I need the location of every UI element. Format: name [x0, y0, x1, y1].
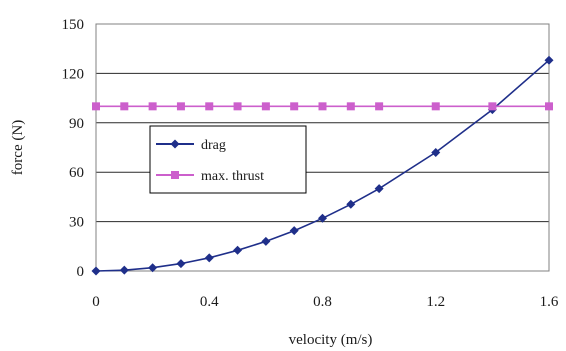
data-point-drag: [119, 265, 129, 275]
x-tick-label: 1.2: [426, 294, 445, 310]
data-point-drag: [289, 226, 299, 236]
legend-label-drag: drag: [201, 138, 226, 153]
data-point-max-thrust: [148, 102, 157, 111]
legend: drag max. thrust: [149, 125, 307, 194]
legend-box: [149, 125, 307, 194]
series-max-thrust: [92, 102, 553, 111]
series-drag: [91, 55, 554, 276]
data-point-max-thrust: [92, 102, 100, 111]
data-point-max-thrust: [261, 102, 270, 111]
data-point-max-thrust: [205, 102, 214, 111]
y-tick-label: 120: [62, 66, 85, 82]
data-point-drag: [204, 253, 214, 263]
x-tick-label: 0.8: [313, 294, 332, 310]
x-axis-label: velocity (m/s): [289, 332, 373, 348]
data-point-max-thrust: [176, 102, 185, 111]
x-tick-label: 1.6: [540, 294, 559, 310]
legend-marker-drag: [170, 139, 180, 149]
x-tick-label: 0: [92, 294, 100, 310]
data-point-drag: [346, 199, 356, 209]
data-point-max-thrust: [290, 102, 299, 111]
data-point-drag: [148, 263, 158, 273]
y-tick-label: 60: [69, 165, 84, 181]
data-point-drag: [544, 55, 554, 65]
legend-marker-max-thrust: [171, 171, 179, 179]
data-point-max-thrust: [120, 102, 129, 111]
y-axis-label: force (N): [10, 120, 26, 175]
data-point-drag: [374, 184, 384, 194]
data-point-max-thrust: [545, 102, 553, 111]
data-point-drag: [431, 147, 441, 157]
data-point-max-thrust: [346, 102, 355, 111]
data-point-drag: [318, 213, 327, 223]
data-point-drag: [233, 245, 243, 255]
y-tick-label: 30: [69, 215, 84, 231]
tick-labels: 0 30 60 90 120 150 0 0.4 0.8 1.2 1.6: [62, 17, 559, 310]
plot-area: [95, 23, 550, 272]
y-tick-label: 90: [69, 116, 84, 132]
legend-label-max-thrust: max. thrust: [201, 169, 264, 184]
legend-entry-drag: drag: [156, 138, 226, 153]
data-point-max-thrust: [318, 102, 327, 111]
x-tick-label: 0.4: [200, 294, 219, 310]
data-point-drag: [261, 236, 271, 246]
data-point-drag: [91, 266, 101, 276]
data-point-max-thrust: [375, 102, 384, 111]
data-point-max-thrust: [488, 102, 497, 111]
data-point-drag: [176, 259, 186, 269]
y-tick-label: 150: [62, 17, 85, 33]
data-point-max-thrust: [431, 102, 440, 111]
legend-entry-max-thrust: max. thrust: [156, 169, 264, 184]
series-layer: [91, 55, 554, 276]
series-line-drag: [95, 59, 550, 272]
data-point-max-thrust: [233, 102, 242, 111]
y-tick-label: 0: [77, 264, 85, 280]
